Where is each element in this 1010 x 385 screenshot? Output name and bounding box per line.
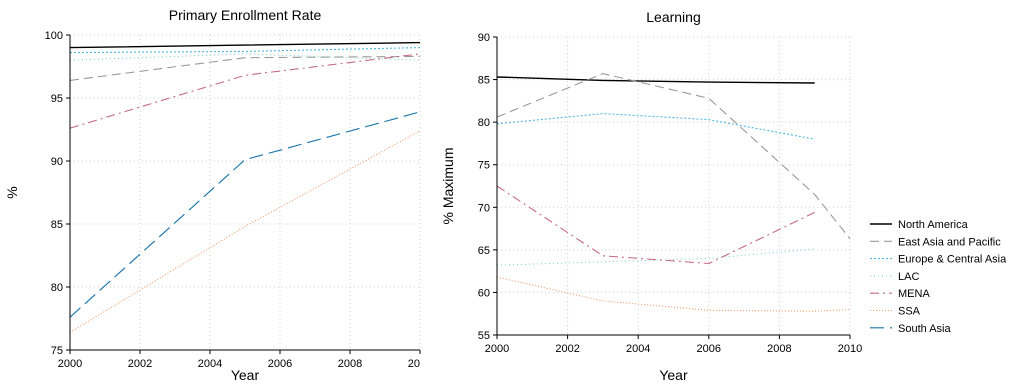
enrollment-y-tick-label-75: 75 [51,345,63,357]
learning-x-tick-label-2000: 2000 [485,343,509,355]
legend-item-ssa: SSA [870,306,921,318]
enrollment-y-tick-label-80: 80 [51,282,63,294]
legend-item-europe-and-central-asia: Europe & Central Asia [870,254,1007,266]
learning-x-tick-label-2010: 2010 [838,343,862,355]
learning-series-europe-and-central-asia [496,113,815,140]
enrollment-x-tick-label-2010: 2010 [408,358,432,370]
legend-label-ssa: SSA [898,306,921,318]
learning-y-tick-label-70: 70 [478,202,490,214]
legend: North America East Asia and Pacific Europe… [870,219,1007,335]
enrollment-panel: 75 80 85 90 95 100 2000 2002 2004 2006 2008 2010 Pr… [4,7,432,383]
legend-item-north-america: North America [870,219,969,231]
learning-y-tick-label-80: 80 [478,117,490,129]
enrollment-y-tick-label-90: 90 [51,156,63,168]
enrollment-x-tick-label-2004: 2004 [198,358,222,370]
legend-label-south-asia: South Asia [898,323,951,335]
learning-y-tick-label-90: 90 [478,32,490,44]
learning-series-ssa [496,276,851,312]
learning-x-tick-label-2002: 2002 [555,343,579,355]
enrollment-series-ssa [69,130,421,333]
enrollment-series-europe-and-central-asia [69,47,421,54]
legend-label-mena: MENA [898,288,930,300]
learning-x-axis-title: Year [659,367,688,383]
enrollment-series-north-america [69,41,421,49]
legend-item-mena: MENA [870,288,930,300]
learning-y-tick-label-75: 75 [478,160,490,172]
learning-chart-title: Learning [646,9,701,25]
enrollment-series-mena [69,53,421,129]
learning-y-tick-label-60: 60 [478,287,490,299]
learning-series-east-asia-and-pacific [496,73,851,240]
learning-y-tick-label-85: 85 [478,75,490,87]
learning-x-tick-label-2006: 2006 [697,343,721,355]
legend-label-east-asia-and-pacific: East Asia and Pacific [898,236,1001,248]
learning-panel: 55 60 65 70 75 80 85 90 2000 2002 2004 2006 2008 2010… [440,9,862,383]
enrollment-x-axis-title: Year [231,367,260,383]
learning-x-tick-label-2008: 2008 [767,343,791,355]
learning-series-north-america [496,76,815,84]
learning-x-tick-label-2004: 2004 [626,343,650,355]
enrollment-x-tick-label-2000: 2000 [58,358,82,370]
enrollment-chart-title: Primary Enrollment Rate [169,7,322,23]
enrollment-x-tick-label-2008: 2008 [338,358,362,370]
enrollment-series-east-asia-and-pacific [69,55,421,81]
enrollment-x-tick-label-2002: 2002 [128,358,152,370]
learning-y-tick-label-65: 65 [478,245,490,257]
learning-series-mena [496,185,815,265]
enrollment-y-tick-label-85: 85 [51,219,63,231]
legend-label-lac: LAC [898,271,919,283]
enrollment-series-south-asia [69,111,421,318]
legend-item-south-asia: South Asia [870,323,951,335]
enrollment-x-tick-label-2006: 2006 [268,358,292,370]
legend-label-north-america: North America [898,219,969,231]
enrollment-y-tick-label-95: 95 [51,93,63,105]
enrollment-y-axis-title: % [4,186,20,198]
learning-series-lac [496,248,815,266]
legend-label-europe-and-central-asia: Europe & Central Asia [898,254,1007,266]
legend-item-lac: LAC [870,271,919,283]
learning-y-tick-label-55: 55 [478,330,490,342]
learning-y-axis-title: % Maximum [440,147,456,224]
legend-item-east-asia-and-pacific: East Asia and Pacific [870,236,1001,248]
enrollment-y-tick-label-100: 100 [45,30,63,42]
